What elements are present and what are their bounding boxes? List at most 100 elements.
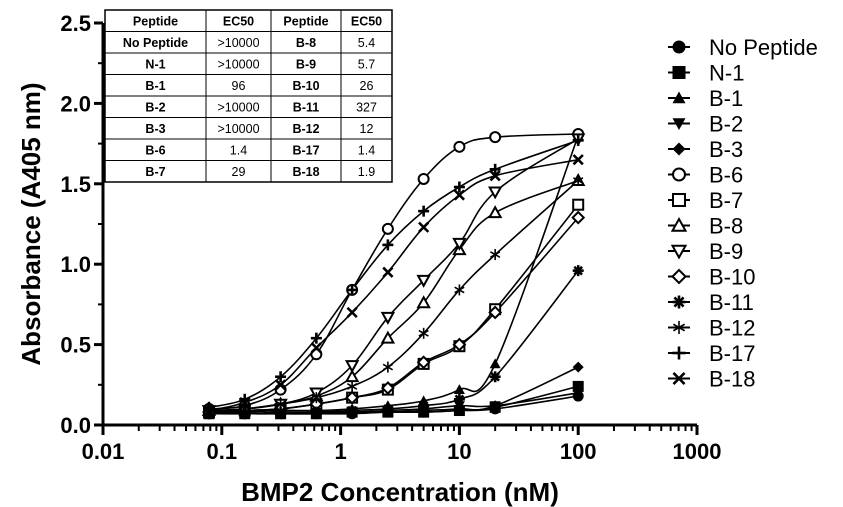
legend-label: B-18 xyxy=(709,367,755,392)
data-points xyxy=(201,127,586,420)
legend-marker-b-9 xyxy=(670,244,688,260)
point-b-2 xyxy=(572,388,584,399)
point-b-11 xyxy=(453,393,465,405)
table-cell: B-1 xyxy=(145,79,165,93)
legend-label: N-1 xyxy=(709,61,744,86)
x-tick-label: 10 xyxy=(447,439,471,464)
point-b-9 xyxy=(380,311,396,325)
point-b-12 xyxy=(275,398,286,410)
table-header-cell: EC50 xyxy=(351,14,382,28)
x-axis-title: BMP2 Concentration (nM) xyxy=(241,477,559,507)
table-cell: 26 xyxy=(360,79,374,93)
curve-b-7 xyxy=(208,204,579,413)
point-b-9 xyxy=(416,274,431,288)
point-b-11 xyxy=(489,371,501,383)
point-b-18 xyxy=(453,189,465,201)
legend-item-b-10: B-10 xyxy=(668,265,755,290)
table-cell: 5.4 xyxy=(358,36,375,50)
point-b-11 xyxy=(275,406,287,418)
table-cell: >10000 xyxy=(217,100,259,114)
legend-marker-b-10 xyxy=(671,268,687,285)
point-b-18 xyxy=(418,221,430,233)
table-cell: N-1 xyxy=(145,57,165,71)
table-cell: >10000 xyxy=(217,57,259,71)
point-b-8 xyxy=(416,295,431,309)
point-b-11 xyxy=(382,403,394,415)
table-cell: 96 xyxy=(232,79,246,93)
point-b-12 xyxy=(489,249,501,261)
table-cell: 1.4 xyxy=(230,143,247,157)
point-b-7 xyxy=(572,198,585,211)
legend: No PeptideN-1B-1B-2B-3B-6B-7B-8B-9B-10B-… xyxy=(668,35,818,392)
legend-item-b-17: B-17 xyxy=(668,341,755,366)
legend-label: B-9 xyxy=(709,239,743,264)
y-tick-label: 0.0 xyxy=(60,413,91,438)
x-tick-label: 0.1 xyxy=(207,439,238,464)
legend-label: B-10 xyxy=(709,265,755,290)
legend-item-b-7: B-7 xyxy=(668,188,743,213)
table-cell: B-7 xyxy=(145,165,165,179)
legend-marker-b-12 xyxy=(672,321,686,334)
point-b-18 xyxy=(239,396,251,409)
point-b-18 xyxy=(346,306,358,319)
legend-marker-b-6 xyxy=(672,167,686,182)
point-b-12 xyxy=(573,175,584,187)
legend-item-b-8: B-8 xyxy=(668,214,743,239)
legend-label: B-6 xyxy=(709,163,743,188)
legend-item-no-peptide: No Peptide xyxy=(668,35,818,60)
point-b-10 xyxy=(571,210,586,225)
legend-label: B-7 xyxy=(709,188,743,213)
legend-item-b-3: B-3 xyxy=(668,137,743,162)
table-cell: B-3 xyxy=(145,122,165,136)
legend-item-b-2: B-2 xyxy=(668,112,743,137)
point-b-6 xyxy=(453,140,466,153)
table-header-cell: EC50 xyxy=(223,14,254,28)
table-cell: B-17 xyxy=(292,143,319,157)
point-b-10 xyxy=(416,355,431,370)
legend-marker-b-18 xyxy=(672,372,686,385)
legend-item-b-18: B-18 xyxy=(668,367,755,392)
point-b-12 xyxy=(382,361,394,373)
ec50-table: Peptide EC50 Peptide EC50 No Peptide >10000 B-… xyxy=(104,9,393,183)
point-b-3 xyxy=(453,403,465,415)
point-b-3 xyxy=(489,400,501,412)
point-b-17 xyxy=(453,181,465,193)
legend-marker-b-1 xyxy=(672,91,686,104)
table-cell: 5.7 xyxy=(358,57,375,71)
point-b-1 xyxy=(453,384,465,395)
y-axis-title: Absorbance (A405 nm) xyxy=(16,82,46,365)
x-tick-label: 1 xyxy=(334,439,346,464)
curve-b-3 xyxy=(209,366,579,415)
table-cell: No Peptide xyxy=(123,36,188,50)
y-tick-label: 2.0 xyxy=(60,91,91,116)
point-b-18 xyxy=(572,154,584,166)
point-b-18 xyxy=(489,170,501,182)
table-cell: B-9 xyxy=(296,57,316,71)
table-cell: >10000 xyxy=(217,36,259,50)
table-cell: 327 xyxy=(356,100,377,114)
legend-label: B-1 xyxy=(709,86,743,111)
table-cell: B-12 xyxy=(292,122,319,136)
legend-label: B-3 xyxy=(709,137,743,162)
fit-curves xyxy=(208,133,579,415)
legend-label: No Peptide xyxy=(709,35,818,60)
point-b-10 xyxy=(380,381,395,395)
point-b-12 xyxy=(346,380,358,392)
legend-item-n-1: N-1 xyxy=(668,61,744,86)
curve-b-18 xyxy=(208,158,579,412)
curve-b-6 xyxy=(208,133,579,410)
point-b-12 xyxy=(311,392,322,404)
legend-label: B-11 xyxy=(709,290,754,315)
y-tick-label: 1.0 xyxy=(60,252,91,277)
point-b-6 xyxy=(489,131,502,144)
legend-label: B-2 xyxy=(709,112,743,137)
table-header-cell: Peptide xyxy=(283,14,328,28)
y-tick-label: 0.5 xyxy=(60,333,91,358)
point-b-9 xyxy=(344,360,360,374)
legend-item-b-11: B-11 xyxy=(668,290,754,315)
point-b-10 xyxy=(345,390,360,405)
point-b-17 xyxy=(418,205,430,217)
point-b-18 xyxy=(382,266,394,278)
axes: 0.0 0.5 1.0 1.5 2.0 2.5 0.01 0.1 1 10 100 1000 BMP2 … xyxy=(16,11,721,507)
point-b-17 xyxy=(382,239,394,251)
